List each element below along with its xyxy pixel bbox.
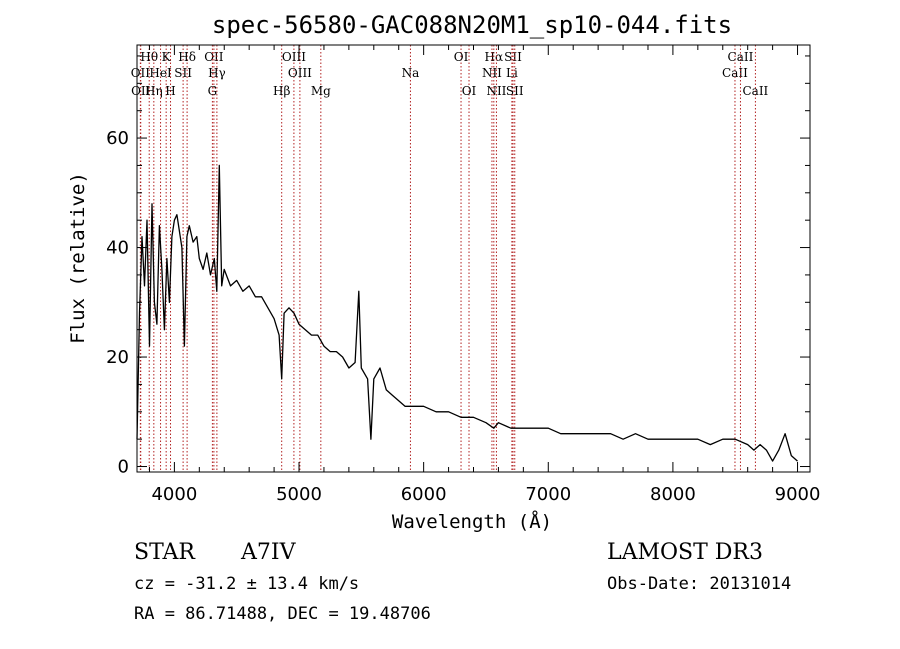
x-axis-label: Wavelength (Å)	[392, 510, 552, 533]
line-label-2: OII	[131, 84, 151, 98]
line-label-4: K	[162, 50, 172, 64]
line-label-3: Hη	[145, 84, 163, 98]
x-tick-label-5: 9000	[775, 484, 821, 505]
line-label-14: OIII	[288, 66, 312, 80]
line-label-24: SII	[506, 84, 524, 98]
spectral-subclass: A7IV	[240, 540, 297, 565]
line-label-27: CaII	[742, 84, 768, 98]
line-label-5: HeI	[149, 66, 172, 80]
x-tick-label-3: 7000	[525, 484, 571, 505]
observation-date: Obs-Date: 20131014	[607, 574, 791, 594]
line-label-25: CaII	[722, 66, 748, 80]
line-label-26: CaII	[728, 50, 754, 64]
chart-title: spec-56580-GAC088N20M1_sp10-044.fits	[212, 11, 732, 39]
x-tick-label-0: 4000	[151, 484, 197, 505]
y-tick-label-3: 60	[106, 128, 129, 149]
line-label-17: OI	[454, 50, 469, 64]
y-axis-label: Flux (relative)	[67, 172, 89, 344]
plot-axes	[136, 44, 811, 473]
x-tick-label-4: 8000	[650, 484, 696, 505]
line-label-6: H	[165, 84, 175, 98]
line-label-19: Hα	[485, 50, 504, 64]
x-axis-ticks: 4000 5000 6000 7000 8000 9000	[148, 45, 821, 505]
survey-name: LAMOST DR3	[607, 540, 763, 565]
line-label-10: Hγ	[208, 66, 226, 80]
line-label-21: NII	[486, 84, 506, 98]
plot-frame	[136, 44, 811, 473]
line-label-20: NII	[482, 66, 502, 80]
y-tick-label-1: 20	[106, 347, 129, 368]
y-tick-label-0: 0	[118, 457, 129, 478]
line-label-0: Hθ	[140, 50, 158, 64]
line-label-13: OIII	[282, 50, 306, 64]
spectrum-series	[136, 164, 798, 462]
line-label-11: G	[208, 84, 218, 98]
x-tick-label-2: 6000	[401, 484, 447, 505]
spectrum-line	[136, 164, 798, 462]
line-label-15: Mg	[311, 84, 331, 98]
line-label-22: SII	[504, 50, 522, 64]
line-label-7: SII	[174, 66, 192, 80]
line-label-9: OII	[204, 50, 224, 64]
line-label-23: Li	[506, 66, 518, 80]
line-label-18: OI	[462, 84, 477, 98]
x-tick-label-1: 5000	[276, 484, 322, 505]
redshift-velocity: cz = -31.2 ± 13.4 km/s	[134, 574, 359, 594]
y-tick-label-2: 40	[106, 238, 129, 259]
line-label-16: Na	[402, 66, 420, 80]
y-axis-ticks: 0 20 40 60	[106, 55, 810, 478]
sky-coordinates: RA = 86.71488, DEC = 19.48706	[134, 604, 431, 624]
object-class: STAR	[134, 540, 196, 565]
line-label-12: Hβ	[273, 84, 290, 98]
line-label-8: Hδ	[178, 50, 196, 64]
